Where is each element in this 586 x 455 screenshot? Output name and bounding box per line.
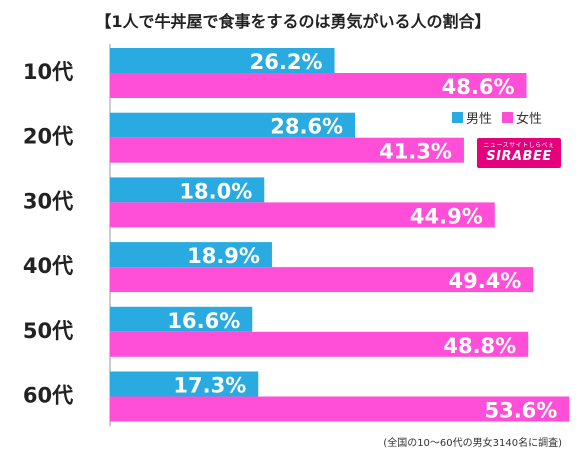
bar-female [110,73,527,98]
data-label-male: 26.2% [250,50,323,74]
data-label-female: 49.4% [448,269,521,293]
bar-male [110,112,356,138]
bar-female [110,331,529,357]
data-label-male: 18.9% [187,244,260,268]
bar-male [110,306,253,332]
bar-male [110,242,272,268]
bar-female [110,396,570,422]
logo-wordmark: SIRABEE [486,149,552,164]
bar-female [110,202,495,228]
legend-item-female: 女性 [502,108,542,127]
legend-label-female: 女性 [516,112,543,127]
data-label-female: 44.9% [410,204,483,228]
category-label: 50代 [23,319,73,343]
legend-swatch-male [452,112,463,123]
footnote: (全国の10〜60代の男女3140名に調査) [383,438,562,449]
category-label: 60代 [23,384,73,408]
data-label-female: 53.6% [484,399,557,423]
category-label: 40代 [23,254,73,278]
chart-title: 【1人で牛丼屋で食事をするのは勇気がいる人の割合】 [95,12,491,31]
legend-swatch-female [502,112,514,123]
logo-tagline: ニュースサイトしらべぇ [483,142,555,149]
bar-female [110,137,464,163]
legend: 男性 女性 [452,108,542,127]
data-label-male: 17.3% [173,374,246,398]
category-label: 30代 [23,189,73,213]
data-label-male: 16.6% [167,309,240,333]
bar-female [110,267,534,293]
bar-male [110,371,259,397]
data-label-female: 41.3% [379,140,452,164]
legend-label-male: 男性 [466,112,493,127]
legend-item-male: 男性 [452,108,492,127]
sirabee-logo: ニュースサイトしらべぇ SIRABEE [477,138,561,168]
category-label: 10代 [23,60,73,84]
category-label: 20代 [23,125,73,149]
data-label-male: 28.6% [270,115,343,139]
data-label-female: 48.6% [442,75,515,99]
data-label-male: 18.0% [179,179,252,203]
data-label-female: 48.8% [443,334,516,358]
bar-male [110,177,265,203]
bar-male [110,48,335,73]
